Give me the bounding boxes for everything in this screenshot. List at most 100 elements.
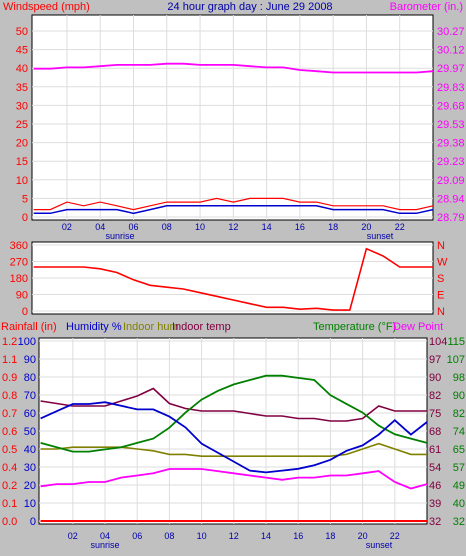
humidity-tick-label: 100 <box>18 336 36 348</box>
top-left-tick-label: 10 <box>16 175 28 187</box>
top-plot-area <box>31 14 434 221</box>
direction-line <box>33 247 433 311</box>
wind-avg-line <box>33 205 434 215</box>
top-series <box>33 62 434 215</box>
rain-tick-label: 0.5 <box>2 444 17 456</box>
inner-right-tick-label: 90 <box>429 372 441 384</box>
top-left-tick-label: 25 <box>16 119 28 131</box>
direction-compass-tick-label: E <box>437 290 444 302</box>
bottom-x-tick-label: 12 <box>229 531 239 541</box>
windspeed-axis-label: Windspeed (mph) <box>3 1 90 13</box>
top-left-tick-label: 45 <box>16 45 28 57</box>
top-x-tick-label: 12 <box>228 222 238 232</box>
top-right-tick-label: 29.83 <box>437 82 465 94</box>
top-left-ticks: 0 5 10 15 20 25 30 35 40 45 50 <box>16 26 28 224</box>
inner-right-tick-label: 68 <box>429 426 441 438</box>
indoor-temp-axis-label: Indoor temp <box>172 321 231 333</box>
rain-tick-label: 0.9 <box>2 372 17 384</box>
top-right-tick-label: 30.27 <box>437 26 465 38</box>
top-x-tick-label: 06 <box>128 222 138 232</box>
humidity-tick-label: 30 <box>24 462 36 474</box>
bottom-x-tick-label: 08 <box>164 531 174 541</box>
top-left-tick-label: 20 <box>16 138 28 150</box>
top-x-tick-label: 10 <box>195 222 205 232</box>
humidity-tick-label: 60 <box>24 408 36 420</box>
bottom-x-tick-label: 20 <box>358 531 368 541</box>
temperature-axis-label: Temperature (°F) <box>313 321 396 333</box>
outer-right-tick-label: 40 <box>453 498 465 510</box>
bottom-sunset-label: sunset <box>366 540 393 550</box>
rain-tick-label: 0.1 <box>2 498 17 510</box>
bottom-series <box>40 374 428 522</box>
direction-degree-tick-label: 270 <box>10 257 28 269</box>
bottom-x-tick-label: 06 <box>132 531 142 541</box>
bottom-x-tick-label: 18 <box>325 531 335 541</box>
top-left-tick-label: 15 <box>16 156 28 168</box>
rain-tick-label: 0.0 <box>2 516 17 528</box>
direction-degree-tick-label: 360 <box>10 240 28 252</box>
top-x-tick-label: 20 <box>361 222 371 232</box>
inner-right-tick-label: 75 <box>429 408 441 420</box>
bottom-axis-ticks: 0.0 0 32 32 0.1 10 39 40 0.2 20 46 49 0.4 30 54 57 0.5 40… <box>2 336 465 528</box>
top-left-tick-label: 35 <box>16 82 28 94</box>
indoor-temp-line <box>40 387 427 422</box>
top-right-tick-label: 28.94 <box>437 193 465 205</box>
direction-compass-tick-label: W <box>437 257 448 269</box>
direction-degree-ticks: 0 90 180 270 360 <box>10 240 28 318</box>
direction-degree-tick-label: 90 <box>16 290 28 302</box>
direction-grid <box>32 244 433 312</box>
top-right-tick-label: 28.79 <box>437 212 465 224</box>
outer-right-tick-label: 107 <box>447 354 465 366</box>
indoor-hum-axis-label: Indoor hum <box>123 321 179 333</box>
outer-right-tick-label: 74 <box>453 426 465 438</box>
rain-tick-label: 0.6 <box>2 426 17 438</box>
chart-title: 24 hour graph day : June 29 2008 <box>167 1 332 13</box>
top-right-tick-label: 29.68 <box>437 100 465 112</box>
top-grid <box>32 15 433 220</box>
top-x-tick-label: 22 <box>395 222 405 232</box>
rain-tick-label: 1.1 <box>2 354 17 366</box>
outer-right-tick-label: 98 <box>453 372 465 384</box>
rain-tick-label: 0.2 <box>2 480 17 492</box>
temperature-line <box>40 374 428 453</box>
humidity-tick-label: 50 <box>24 426 36 438</box>
top-right-tick-label: 29.53 <box>437 119 465 131</box>
top-x-tick-label: 16 <box>295 222 305 232</box>
rain-tick-label: 0.8 <box>2 390 17 402</box>
top-left-tick-label: 40 <box>16 63 28 75</box>
top-right-tick-label: 29.97 <box>437 63 465 75</box>
top-x-tick-label: 02 <box>62 222 72 232</box>
top-x-tick-label: 14 <box>262 222 272 232</box>
inner-right-tick-label: 61 <box>429 444 441 456</box>
top-x-tick-label: 18 <box>328 222 338 232</box>
inner-right-tick-label: 54 <box>429 462 441 474</box>
top-right-tick-label: 29.38 <box>437 138 465 150</box>
humidity-tick-label: 10 <box>24 498 36 510</box>
outer-right-tick-label: 57 <box>453 462 465 474</box>
humidity-axis-label: Humidity % <box>66 321 122 333</box>
top-right-tick-label: 29.09 <box>437 175 465 187</box>
indoor-hum-line <box>40 442 427 458</box>
outer-right-tick-label: 65 <box>453 444 465 456</box>
bottom-x-tick-label: 04 <box>100 531 110 541</box>
top-left-tick-label: 0 <box>22 212 28 224</box>
outer-right-tick-label: 115 <box>447 336 465 348</box>
bottom-x-tick-label: 02 <box>68 531 78 541</box>
bottom-x-tick-label: 16 <box>293 531 303 541</box>
inner-right-tick-label: 82 <box>429 390 441 402</box>
bottom-x-tick-label: 14 <box>261 531 271 541</box>
top-right-tick-label: 30.12 <box>437 45 465 57</box>
top-x-tick-label: 08 <box>162 222 172 232</box>
top-x-ticks: 02 04 06 08 10 12 14 16 18 20 22 <box>62 222 405 232</box>
windspeed-line <box>33 197 434 211</box>
bottom-x-tick-label: 22 <box>390 531 400 541</box>
inner-right-tick-label: 104 <box>429 336 447 348</box>
direction-compass-tick-label: N <box>437 240 445 252</box>
direction-compass-tick-label: N <box>437 306 445 318</box>
humidity-tick-label: 20 <box>24 480 36 492</box>
outer-right-tick-label: 49 <box>453 480 465 492</box>
outer-right-tick-label: 82 <box>453 408 465 420</box>
direction-series <box>33 247 433 311</box>
